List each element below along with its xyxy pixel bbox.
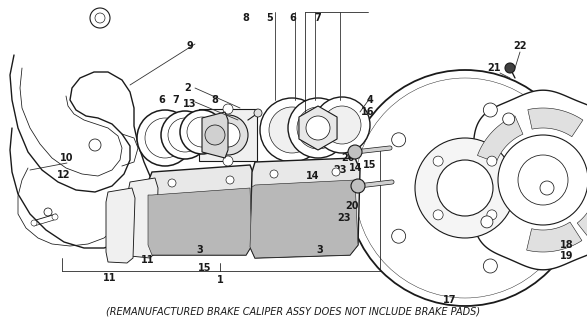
Circle shape (208, 115, 248, 155)
Polygon shape (471, 90, 587, 270)
Polygon shape (250, 158, 360, 258)
Circle shape (415, 138, 515, 238)
Polygon shape (577, 186, 587, 239)
Polygon shape (202, 112, 228, 158)
Circle shape (89, 139, 101, 151)
Circle shape (498, 135, 587, 225)
Circle shape (483, 259, 497, 273)
Text: 21: 21 (487, 63, 501, 73)
Circle shape (518, 155, 568, 205)
Circle shape (270, 170, 278, 178)
Text: 23: 23 (333, 165, 347, 175)
Text: 7: 7 (173, 95, 180, 105)
Polygon shape (250, 180, 358, 258)
Text: 3: 3 (316, 245, 323, 255)
Circle shape (216, 123, 240, 147)
Circle shape (505, 63, 515, 73)
Circle shape (392, 133, 406, 147)
Circle shape (223, 104, 233, 114)
Text: (REMANUFACTURED BRAKE CALIPER ASSY DOES NOT INCLUDE BRAKE PADS): (REMANUFACTURED BRAKE CALIPER ASSY DOES … (106, 307, 480, 317)
Polygon shape (199, 109, 257, 161)
Circle shape (487, 156, 497, 166)
Circle shape (90, 8, 110, 28)
Circle shape (306, 116, 330, 140)
Text: 23: 23 (338, 213, 351, 223)
Circle shape (52, 214, 58, 220)
Text: 5: 5 (266, 13, 274, 23)
Text: 9: 9 (187, 41, 193, 51)
Polygon shape (299, 106, 337, 150)
Text: 4: 4 (367, 95, 373, 105)
Text: 6: 6 (289, 13, 296, 23)
Circle shape (437, 160, 493, 216)
Circle shape (44, 208, 52, 216)
Text: 1: 1 (217, 275, 224, 285)
Text: 11: 11 (103, 273, 117, 283)
Text: 8: 8 (211, 95, 218, 105)
Text: 20: 20 (345, 201, 359, 211)
Circle shape (355, 78, 575, 298)
Polygon shape (128, 178, 158, 258)
Text: 16: 16 (361, 107, 375, 117)
Text: 17: 17 (443, 295, 457, 305)
Text: 14: 14 (349, 163, 363, 173)
Circle shape (137, 110, 193, 166)
Circle shape (348, 145, 362, 159)
Text: 15: 15 (363, 160, 377, 170)
Circle shape (314, 97, 370, 153)
Text: 7: 7 (315, 13, 321, 23)
Text: 13: 13 (183, 99, 197, 109)
Polygon shape (527, 222, 582, 252)
Circle shape (180, 110, 224, 154)
Text: 11: 11 (141, 255, 155, 265)
Text: 12: 12 (58, 170, 71, 180)
Circle shape (95, 13, 105, 23)
Circle shape (187, 117, 217, 147)
Circle shape (161, 111, 209, 159)
Circle shape (254, 109, 262, 117)
Polygon shape (148, 188, 252, 255)
Polygon shape (148, 165, 254, 255)
Circle shape (483, 103, 497, 117)
Text: 20: 20 (341, 153, 355, 163)
Text: 15: 15 (198, 263, 212, 273)
Circle shape (205, 125, 225, 145)
Circle shape (31, 220, 37, 226)
Circle shape (502, 113, 515, 125)
Text: 6: 6 (158, 95, 166, 105)
Text: 2: 2 (185, 83, 191, 93)
Polygon shape (477, 116, 523, 163)
Circle shape (487, 210, 497, 220)
Polygon shape (528, 108, 583, 137)
Circle shape (347, 70, 583, 306)
Circle shape (269, 107, 315, 153)
Text: 18: 18 (560, 240, 574, 250)
Text: 10: 10 (60, 153, 74, 163)
Text: 14: 14 (306, 171, 320, 181)
Polygon shape (106, 188, 135, 263)
Circle shape (288, 98, 348, 158)
Circle shape (392, 229, 406, 243)
Circle shape (226, 176, 234, 184)
Circle shape (433, 156, 443, 166)
Text: 22: 22 (513, 41, 527, 51)
Circle shape (260, 98, 324, 162)
Text: 8: 8 (242, 13, 249, 23)
Circle shape (297, 107, 339, 149)
Circle shape (332, 168, 340, 176)
Circle shape (168, 179, 176, 187)
Circle shape (168, 118, 202, 152)
Circle shape (540, 181, 554, 195)
Circle shape (145, 118, 185, 158)
Circle shape (481, 216, 493, 228)
Text: 19: 19 (560, 251, 573, 261)
Circle shape (323, 106, 361, 144)
Circle shape (223, 156, 233, 166)
Circle shape (433, 210, 443, 220)
Circle shape (351, 179, 365, 193)
Text: 3: 3 (197, 245, 203, 255)
